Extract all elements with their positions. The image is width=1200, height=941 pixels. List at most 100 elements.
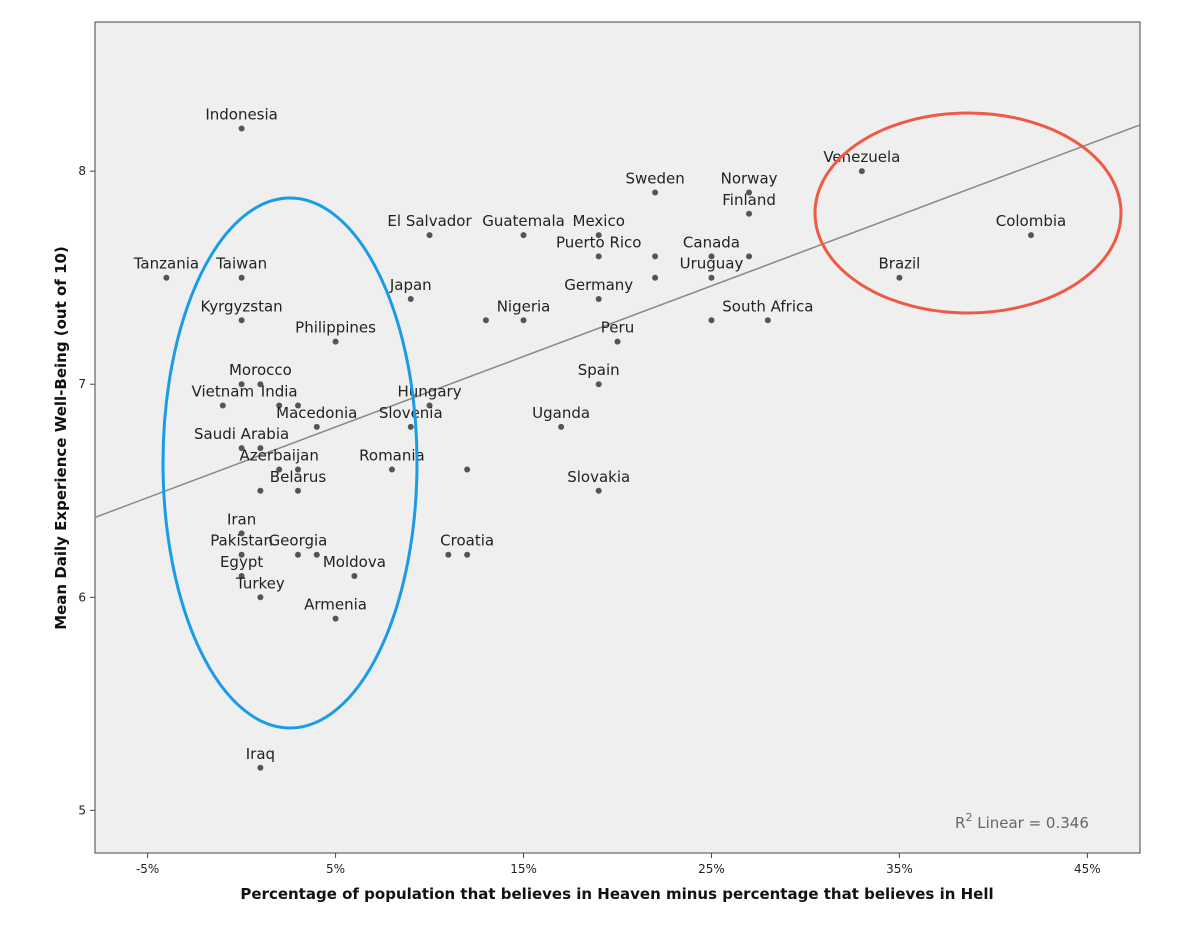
point-label: Guatemala — [482, 212, 565, 230]
data-point — [746, 253, 753, 260]
point-label: Germany — [564, 276, 633, 294]
point-label: Uganda — [532, 404, 590, 422]
point-label: Macedonia — [276, 404, 357, 422]
y-tick-label: 8 — [78, 164, 86, 178]
data-point — [238, 317, 245, 324]
data-point — [652, 189, 659, 196]
point-label: Vietnam — [192, 383, 255, 401]
plot-area — [94, 21, 1141, 854]
point-label: Azerbaijan — [240, 446, 319, 464]
x-tick-label: 15% — [510, 862, 537, 876]
data-point — [257, 381, 264, 388]
point-label: Philippines — [295, 319, 376, 337]
data-point — [595, 253, 602, 260]
right-cluster-ellipse — [813, 111, 1123, 315]
left-cluster-ellipse — [161, 196, 419, 730]
data-point — [595, 487, 602, 494]
data-point — [652, 274, 659, 281]
x-axis-title: Percentage of population that believes i… — [240, 885, 993, 903]
data-point — [595, 232, 602, 239]
data-point — [238, 551, 245, 558]
data-point — [351, 573, 358, 579]
point-label: Indonesia — [205, 106, 278, 124]
point-label: Kyrgyzstan — [200, 297, 282, 315]
point-label: Romania — [359, 446, 425, 464]
data-point — [426, 402, 433, 409]
x-tick-label: 35% — [886, 862, 913, 876]
data-point — [407, 296, 414, 302]
point-label: India — [261, 383, 298, 401]
point-label: Egypt — [220, 553, 263, 571]
point-label: Canada — [683, 233, 740, 251]
data-point — [313, 551, 320, 558]
point-label: Croatia — [440, 532, 494, 550]
point-label: Sweden — [625, 169, 684, 187]
data-point — [858, 168, 865, 175]
data-point — [614, 338, 621, 345]
point-label: Morocco — [229, 361, 292, 379]
data-point — [708, 274, 715, 281]
y-tick-label: 5 — [78, 803, 86, 817]
data-point — [464, 466, 471, 473]
point-label: Venezuela — [823, 148, 900, 166]
point-label: Uruguay — [680, 255, 744, 273]
data-point — [595, 296, 602, 302]
point-label: Puerto Rico — [556, 233, 642, 251]
data-point — [708, 317, 715, 324]
data-point — [388, 466, 395, 473]
data-point — [520, 317, 527, 324]
point-label: Nigeria — [497, 297, 551, 315]
point-label: Armenia — [304, 596, 367, 614]
r-squared-annotation: R2 Linear = 0.346 — [955, 811, 1089, 832]
x-tick-label: 45% — [1074, 862, 1101, 876]
y-axis-title: Mean Daily Experience Well-Being (out of… — [52, 246, 70, 630]
data-point — [426, 232, 433, 239]
x-tick-label: 5% — [326, 862, 345, 876]
point-label: Taiwan — [215, 255, 267, 273]
data-point — [482, 317, 489, 324]
point-label: Finland — [722, 191, 776, 209]
data-point — [313, 423, 320, 430]
data-point — [219, 402, 226, 409]
point-label: Spain — [578, 361, 620, 379]
data-point — [708, 253, 715, 260]
data-point — [764, 317, 771, 324]
data-point — [257, 487, 264, 494]
linear-fit-line — [94, 124, 1141, 519]
point-label: El Salvador — [387, 212, 472, 230]
data-point — [257, 594, 264, 601]
point-label: Turkey — [235, 574, 285, 592]
point-label: Georgia — [269, 532, 328, 550]
point-label: Colombia — [996, 212, 1067, 230]
data-point — [257, 764, 264, 771]
point-label: Mexico — [573, 212, 625, 230]
data-point — [276, 466, 283, 473]
point-label: Belarus — [270, 468, 327, 486]
data-point — [464, 551, 471, 558]
data-point — [520, 232, 527, 239]
data-point — [238, 125, 245, 132]
data-point — [1027, 232, 1034, 239]
point-label: Tanzania — [133, 255, 199, 273]
point-label: Slovenia — [379, 404, 443, 422]
data-point — [294, 466, 301, 473]
data-point — [238, 530, 245, 537]
point-label: Iran — [227, 510, 256, 528]
point-label: Hungary — [398, 383, 462, 401]
point-label: Slovakia — [567, 468, 630, 486]
point-label: Saudi Arabia — [194, 425, 289, 443]
y-tick-label: 7 — [78, 377, 86, 391]
data-point — [652, 253, 659, 260]
point-label: South Africa — [722, 297, 813, 315]
data-point — [896, 274, 903, 281]
data-point — [238, 381, 245, 388]
point-label: Norway — [721, 169, 778, 187]
data-point — [238, 573, 245, 579]
data-point — [595, 381, 602, 388]
data-point — [294, 551, 301, 558]
point-label: Iraq — [246, 745, 275, 763]
x-tick-label: -5% — [136, 862, 159, 876]
data-point — [257, 445, 264, 452]
y-tick-label: 6 — [78, 590, 86, 604]
data-point — [445, 551, 452, 558]
